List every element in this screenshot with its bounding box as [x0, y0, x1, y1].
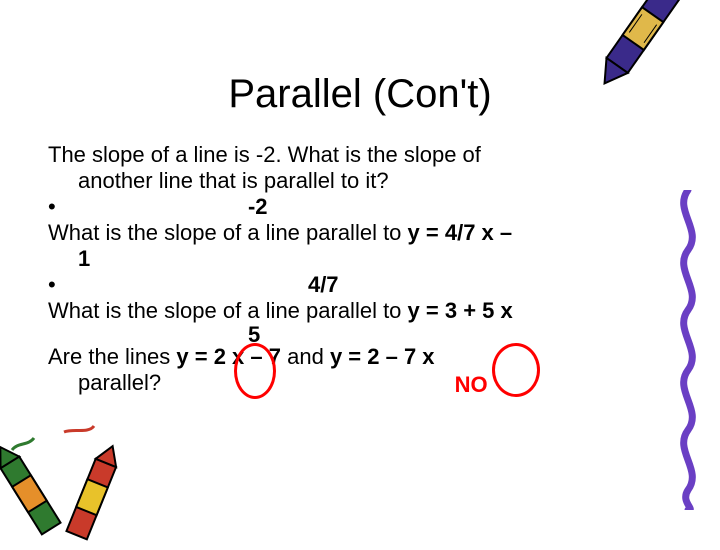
q4-mid: and	[281, 344, 330, 369]
a1-bullet: •	[48, 194, 56, 219]
q3-rhs: 3 + 5 x	[445, 298, 513, 323]
q1-line1: The slope of a line is -2. What is the s…	[48, 142, 658, 168]
crayon-bottom-icon	[0, 420, 144, 550]
q2-rhs: 4/7 x –	[445, 220, 512, 245]
q3-line1: What is the slope of a line parallel to …	[48, 298, 658, 324]
body-text: The slope of a line is -2. What is the s…	[48, 142, 658, 398]
a1-line: • -2	[48, 194, 658, 220]
q4-eq2: y = 2 – 7 x	[330, 344, 435, 369]
slide: Parallel (Con't) The slope of a line is …	[0, 0, 720, 540]
q3-y: y =	[408, 298, 445, 323]
q1-line2: another line that is parallel to it?	[48, 168, 658, 194]
a2-bullet: •	[48, 272, 56, 297]
q2-line1: What is the slope of a line parallel to …	[48, 220, 658, 246]
q2-line2: 1	[48, 246, 658, 272]
q4-a: Are the lines	[48, 344, 176, 369]
q4-line1: Are the lines y = 2 x – 7 and y = 2 – 7 …	[48, 344, 658, 370]
q2-y: y =	[408, 220, 445, 245]
a3-line: 5	[48, 324, 658, 344]
q3-text: What is the slope of a line parallel to	[48, 298, 408, 323]
a4-answer-text: NO	[455, 372, 488, 397]
squiggle-icon	[668, 190, 708, 510]
q2-text: What is the slope of a line parallel to	[48, 220, 408, 245]
title-text: Parallel (Con't)	[228, 72, 491, 116]
slide-title: Parallel (Con't)	[0, 72, 720, 117]
a2-answer: 4/7	[308, 272, 339, 297]
q4-line2: parallel?	[48, 370, 161, 396]
circle-slope-1	[234, 343, 276, 399]
a2-line: • 4/7	[48, 272, 658, 298]
a1-answer: -2	[248, 194, 268, 219]
circle-slope-2	[492, 343, 540, 397]
